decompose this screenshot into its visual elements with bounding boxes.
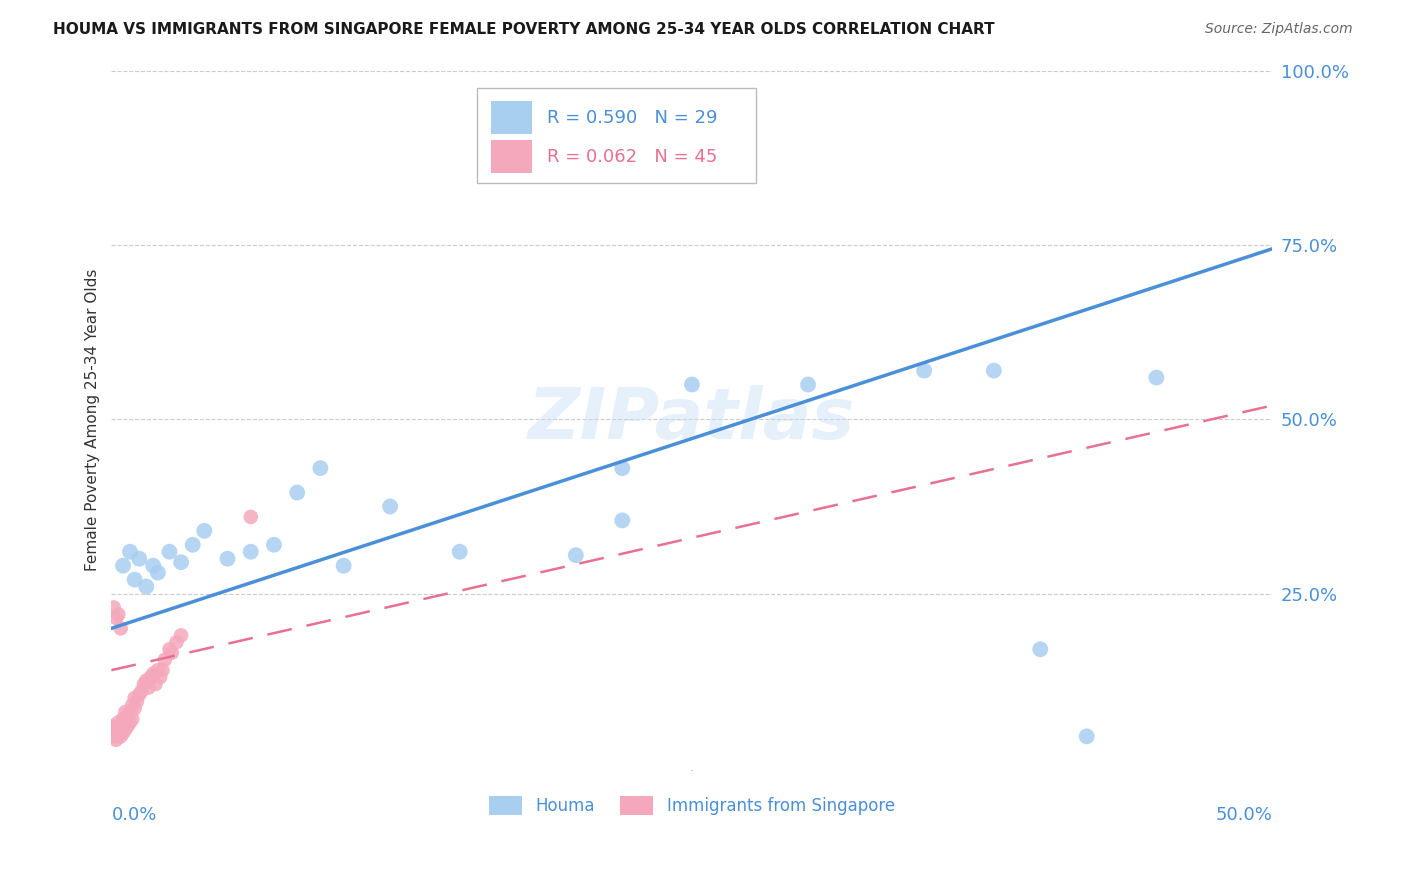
Point — [107, 607, 129, 622]
Point — [135, 580, 157, 594]
Point — [983, 363, 1005, 377]
Point — [159, 545, 181, 559]
Point — [103, 730, 125, 744]
Point — [107, 723, 129, 737]
Point — [332, 558, 354, 573]
Point — [107, 715, 129, 730]
Point — [160, 646, 183, 660]
Y-axis label: Female Poverty Among 25-34 Year Olds: Female Poverty Among 25-34 Year Olds — [86, 268, 100, 571]
Text: HOUMA VS IMMIGRANTS FROM SINGAPORE FEMALE POVERTY AMONG 25-34 YEAR OLDS CORRELAT: HOUMA VS IMMIGRANTS FROM SINGAPORE FEMAL… — [53, 22, 995, 37]
Point — [118, 705, 141, 719]
Point — [111, 712, 134, 726]
Point — [912, 363, 935, 377]
Point — [142, 666, 165, 681]
Point — [239, 509, 262, 524]
Point — [681, 377, 703, 392]
Point — [118, 715, 141, 730]
Text: ZIPatlas: ZIPatlas — [529, 384, 856, 454]
Point — [125, 694, 148, 708]
Legend: Houma, Immigrants from Singapore: Houma, Immigrants from Singapore — [482, 789, 901, 822]
Point — [239, 545, 262, 559]
Point — [111, 558, 134, 573]
Point — [135, 673, 157, 688]
Point — [170, 628, 193, 642]
Bar — [491, 101, 531, 135]
Point — [139, 670, 162, 684]
Point — [159, 642, 181, 657]
Point — [138, 681, 160, 695]
Point — [1076, 730, 1098, 744]
Point — [111, 726, 134, 740]
Text: 0.0%: 0.0% — [111, 806, 157, 824]
Point — [118, 545, 141, 559]
Point — [131, 684, 153, 698]
Point — [1144, 370, 1167, 384]
Point — [110, 719, 132, 733]
Point — [612, 513, 634, 527]
Point — [797, 377, 820, 392]
Text: Source: ZipAtlas.com: Source: ZipAtlas.com — [1205, 22, 1353, 37]
Point — [103, 723, 125, 737]
Text: 50.0%: 50.0% — [1216, 806, 1272, 824]
Point — [114, 723, 136, 737]
Point — [145, 677, 167, 691]
Point — [146, 566, 169, 580]
Point — [103, 600, 125, 615]
Point — [105, 611, 128, 625]
Point — [124, 573, 146, 587]
Point — [285, 485, 308, 500]
Point — [128, 688, 150, 702]
Point — [142, 558, 165, 573]
Text: R = 0.590   N = 29: R = 0.590 N = 29 — [547, 109, 717, 127]
Point — [105, 726, 128, 740]
Point — [128, 551, 150, 566]
Point — [124, 701, 146, 715]
Point — [114, 705, 136, 719]
Point — [111, 719, 134, 733]
Point — [117, 719, 139, 733]
Point — [132, 677, 155, 691]
Point — [121, 712, 143, 726]
Point — [217, 551, 239, 566]
Point — [309, 461, 332, 475]
Point — [1029, 642, 1052, 657]
Point — [121, 698, 143, 712]
Point — [565, 548, 588, 562]
Point — [449, 545, 471, 559]
Point — [105, 732, 128, 747]
Point — [110, 730, 132, 744]
Point — [378, 500, 401, 514]
Point — [612, 461, 634, 475]
Point — [117, 708, 139, 723]
Point — [124, 691, 146, 706]
Bar — [491, 140, 531, 173]
Point — [181, 538, 204, 552]
Point — [149, 670, 172, 684]
Point — [165, 635, 187, 649]
Point — [193, 524, 215, 538]
Point — [170, 555, 193, 569]
Point — [100, 719, 122, 733]
Point — [153, 653, 176, 667]
Point — [114, 715, 136, 730]
Point — [152, 663, 174, 677]
Point — [263, 538, 285, 552]
Point — [110, 621, 132, 635]
FancyBboxPatch shape — [477, 88, 756, 183]
Text: R = 0.062   N = 45: R = 0.062 N = 45 — [547, 148, 717, 166]
Point — [146, 663, 169, 677]
